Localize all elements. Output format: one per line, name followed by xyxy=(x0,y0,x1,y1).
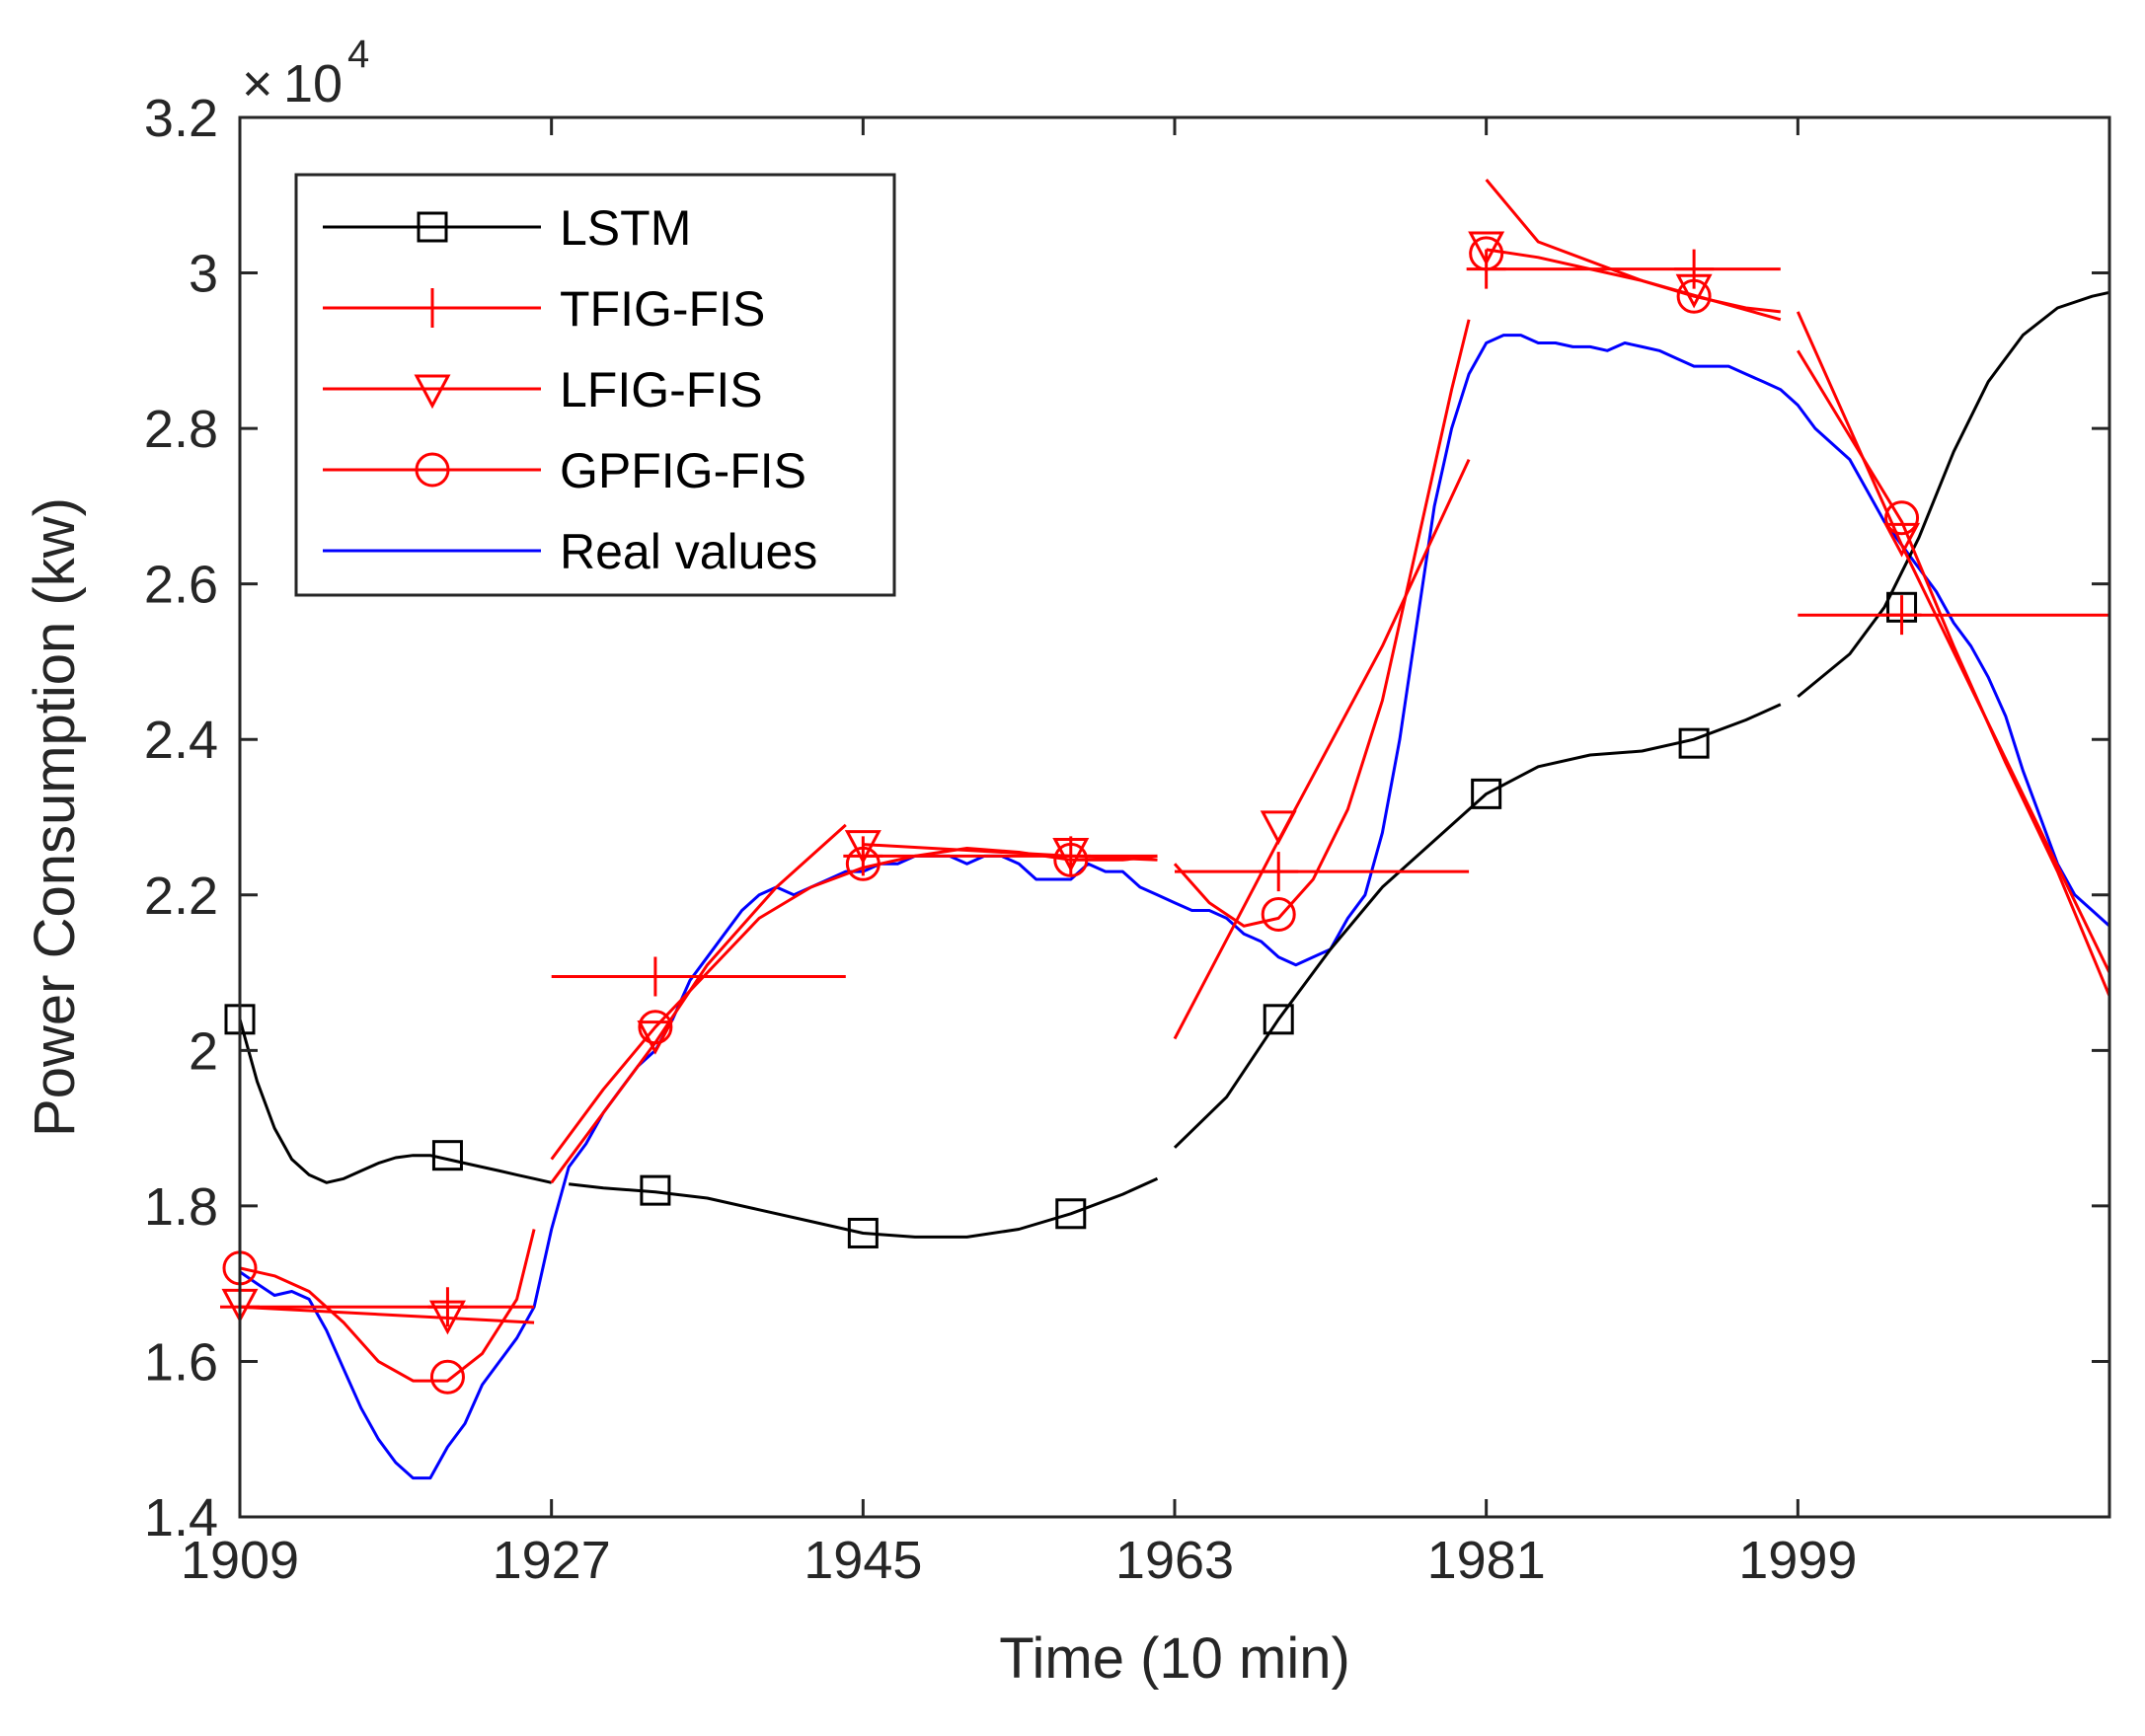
legend-item-lfig-fis: LFIG-FIS xyxy=(323,362,763,417)
series-gpfig-fis-point-3 xyxy=(845,846,881,881)
series-gpfig-fis xyxy=(222,236,2111,1395)
series-lfig-fis-point-3 xyxy=(844,830,881,865)
series-lstm xyxy=(224,290,2110,1248)
y-axis-title: Power Consumption (kw) xyxy=(23,497,87,1137)
legend-item-tfig-fis: TFIG-FIS xyxy=(323,281,765,337)
series-layer xyxy=(220,179,2111,1480)
series-tfig-fis-point-8 xyxy=(1881,595,1922,636)
series-gpfig-fis-point-6 xyxy=(1469,236,1504,271)
y-exponent-power: 4 xyxy=(347,33,369,76)
series-lstm-line-1 xyxy=(569,1176,1159,1239)
series-gpfig-fis-line-2 xyxy=(1173,319,1471,928)
y-tick-label-4: 2.2 xyxy=(144,867,218,926)
y-exponent-base: 10 xyxy=(283,54,343,113)
series-lstm-point-6 xyxy=(1471,778,1502,809)
y-tick-label-9: 3.2 xyxy=(144,89,218,148)
series-gpfig-fis-point-4 xyxy=(1053,842,1089,877)
series-real-values-line-0 xyxy=(239,334,2111,1480)
series-lfig-fis-line-5 xyxy=(1796,311,2111,974)
series-tfig-fis-point-2 xyxy=(635,956,675,997)
x-tick-label-4: 1981 xyxy=(1427,1531,1546,1590)
series-gpfig-fis-line-0 xyxy=(239,1229,536,1383)
legend-swatch-marker xyxy=(414,374,451,410)
y-tick-label-2: 1.8 xyxy=(144,1177,218,1237)
legend-item-lstm: LSTM xyxy=(323,200,691,256)
series-gpfig-fis-point-7 xyxy=(1676,278,1712,314)
series-lfig-fis-point-5 xyxy=(1260,810,1297,846)
x-tick-label-1: 1927 xyxy=(493,1531,611,1590)
y-tick-label-1: 1.6 xyxy=(144,1332,218,1392)
x-axis-title: Time (10 min) xyxy=(999,1626,1350,1691)
legend-label: GPFIG-FIS xyxy=(560,443,806,498)
x-tick-label-0: 1909 xyxy=(181,1531,299,1590)
x-tick-label-5: 1999 xyxy=(1738,1531,1857,1590)
y-tick-label-8: 3 xyxy=(189,245,218,304)
series-lfig-fis-line-1 xyxy=(550,823,847,1184)
legend-swatch-marker xyxy=(413,288,452,328)
series-gpfig-fis-line-3 xyxy=(1486,248,1781,314)
series-lstm-point-2 xyxy=(640,1174,671,1206)
legend-label: Real values xyxy=(560,524,817,579)
series-lfig-fis-point-7 xyxy=(1675,273,1713,309)
series-lstm-point-3 xyxy=(847,1217,879,1248)
series-lstm-point-1 xyxy=(431,1140,463,1171)
series-gpfig-fis-point-5 xyxy=(1261,896,1296,932)
x-tick-label-3: 1963 xyxy=(1115,1531,1234,1590)
y-tick-label-0: 1.4 xyxy=(144,1488,218,1547)
series-real-values xyxy=(239,334,2111,1480)
series-gpfig-fis-point-2 xyxy=(638,1010,673,1045)
series-lfig-fis-point-4 xyxy=(1052,837,1090,872)
series-gpfig-fis-point-1 xyxy=(429,1359,465,1395)
legend-label: LFIG-FIS xyxy=(560,362,763,417)
series-lstm-point-5 xyxy=(1263,1004,1294,1035)
series-tfig-fis-point-7 xyxy=(1674,249,1715,289)
legend-item-gpfig-fis: GPFIG-FIS xyxy=(323,443,806,498)
x-tick-label-2: 1945 xyxy=(804,1531,922,1590)
series-lstm-line-0 xyxy=(238,1019,553,1184)
y-exponent: × 10 4 xyxy=(242,33,369,113)
series-lstm-line-3 xyxy=(1797,290,2110,699)
series-gpfig-fis-line-4 xyxy=(1797,349,2111,997)
series-lstm-point-4 xyxy=(1055,1198,1087,1230)
series-tfig-fis-point-5 xyxy=(1259,852,1299,892)
series-lfig-fis-line-0 xyxy=(239,1305,535,1324)
y-tick-label-7: 2.8 xyxy=(144,400,218,459)
series-lfig-fis-line-3 xyxy=(1173,458,1471,1040)
series-gpfig-fis-line-1 xyxy=(550,847,1158,1161)
series-lstm-point-7 xyxy=(1678,727,1710,759)
series-lstm-line-2 xyxy=(1173,703,1782,1149)
legend-label: TFIG-FIS xyxy=(560,281,765,337)
legend-swatch-marker xyxy=(417,211,448,243)
series-lfig-fis-point-1 xyxy=(428,1300,466,1335)
legend: LSTM TFIG-FIS LFIG-FIS GPFIG-FIS Real values xyxy=(294,173,896,597)
y-tick-label-6: 2.6 xyxy=(144,556,218,615)
legend-swatch-marker xyxy=(415,452,450,488)
y-tick-label-3: 2 xyxy=(189,1021,218,1081)
y-exponent-prefix: × xyxy=(242,54,273,113)
legend-label: LSTM xyxy=(560,200,691,256)
legend-item-real-values: Real values xyxy=(323,524,817,579)
y-tick-label-5: 2.4 xyxy=(144,711,218,770)
legend-box xyxy=(294,173,896,597)
series-lfig-fis-point-6 xyxy=(1468,231,1505,266)
series-gpfig-fis-point-8 xyxy=(1884,500,1920,536)
ticks-layer: 1909 1927 1945 1963 1981 1999 1.4 1.6 1.8 2 2.2 2.4… xyxy=(144,89,2109,1590)
